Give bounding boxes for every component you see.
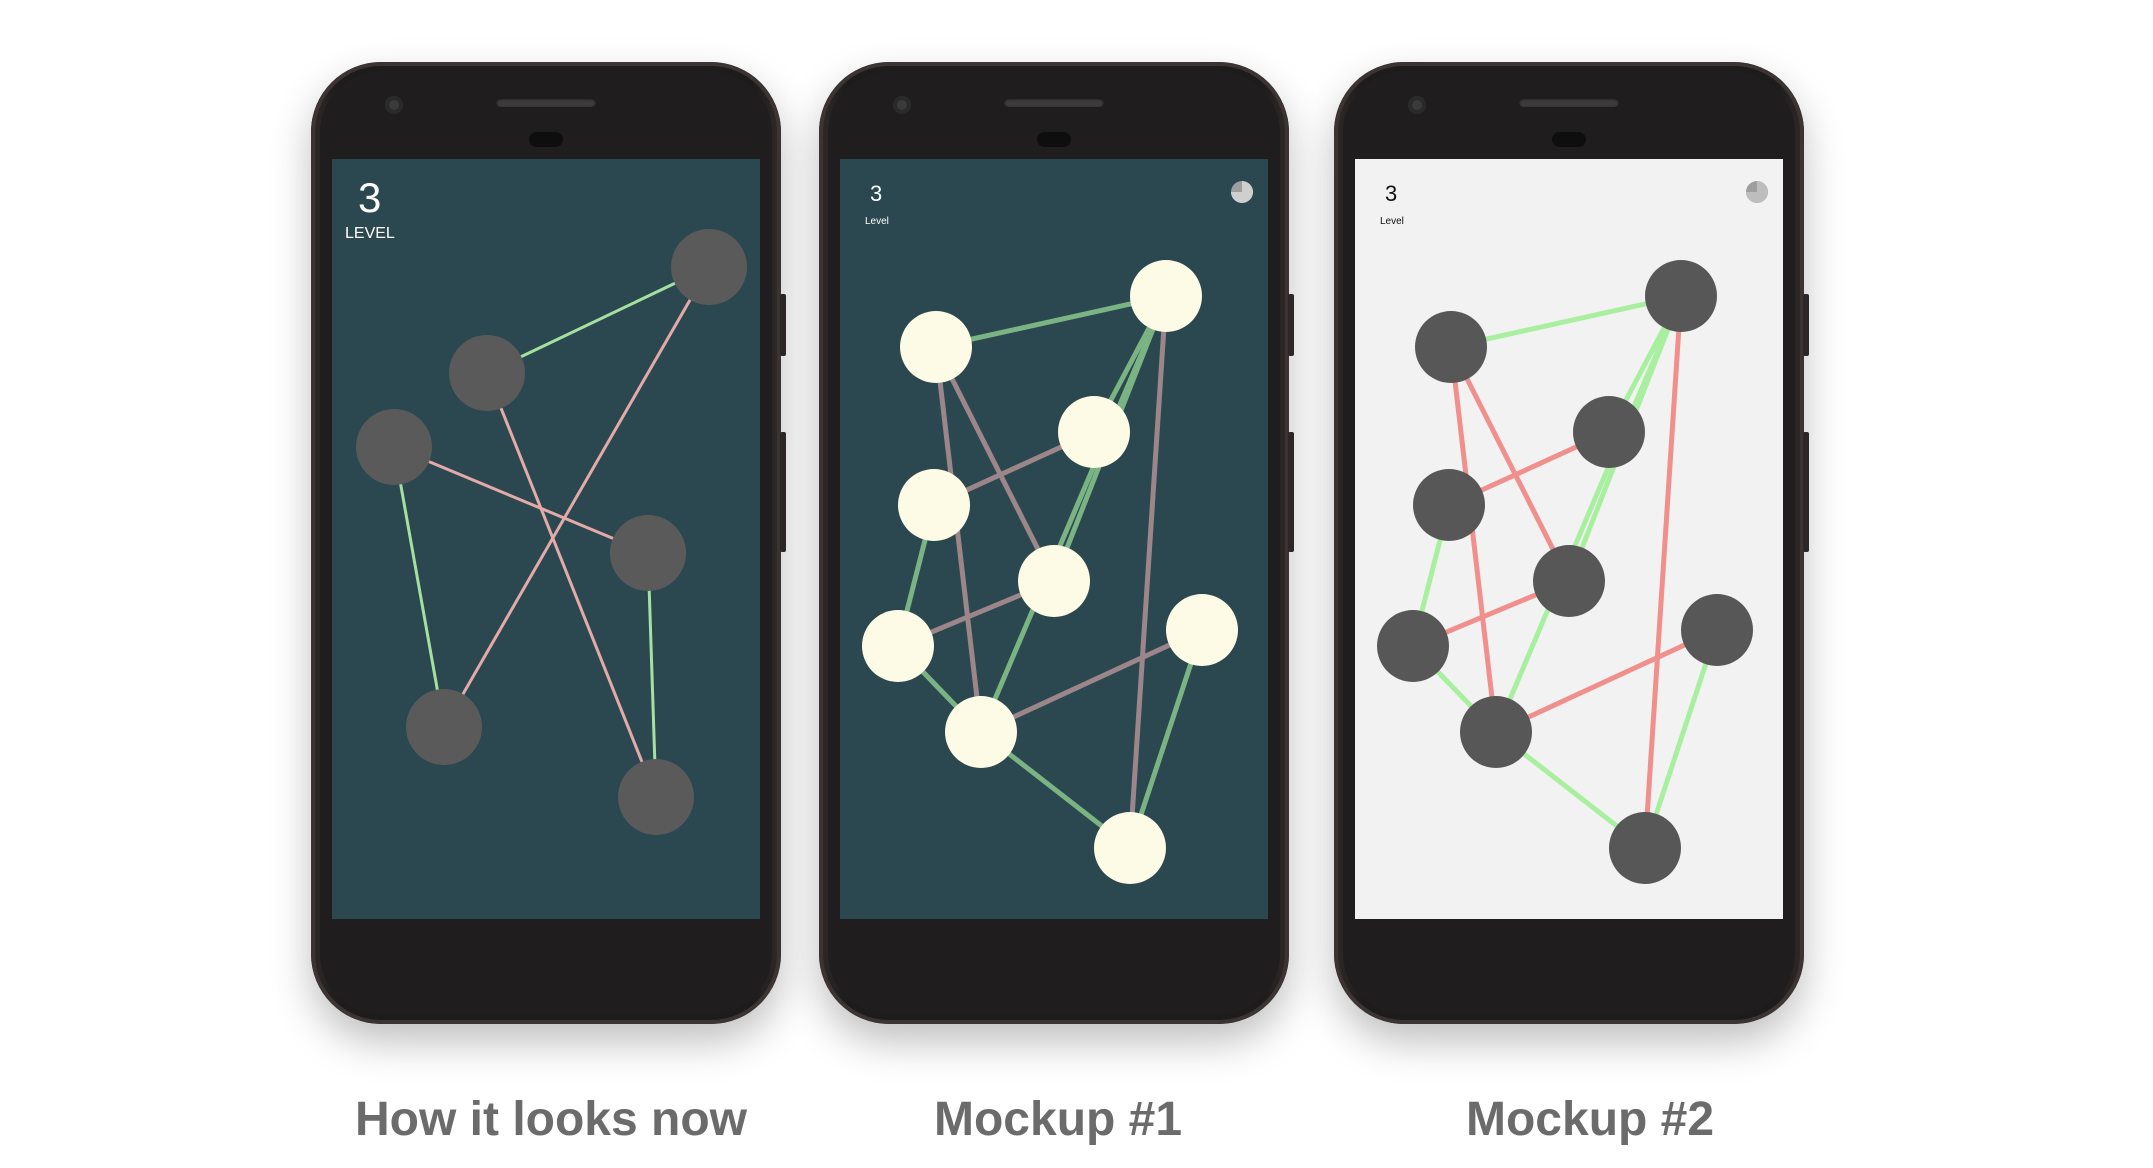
game-screen[interactable]: 3 LEVEL [332,159,760,919]
graph-edge-crossing [933,345,1057,583]
phone-current: 3 LEVEL [311,62,786,1024]
earpiece-speaker [1004,98,1104,107]
front-camera-icon [385,96,403,114]
graph-node[interactable] [449,335,525,411]
caption-mockup-1: Mockup #1 [934,1093,1183,1146]
game-screen[interactable]: 3 Level [1355,159,1783,919]
graph-node[interactable] [1377,610,1449,682]
graph-edge-crossing [979,627,1204,735]
graph-node[interactable] [1460,696,1532,768]
graph-node[interactable] [945,696,1017,768]
graph-edge-crossing [1494,627,1719,735]
level-number: 3 [870,181,883,206]
phone-side-button [1288,432,1294,552]
graph-edge-crossing [1127,295,1169,849]
graph-edge-crossing [1642,295,1684,849]
graph-edge [1642,629,1720,849]
graph-node[interactable] [862,610,934,682]
caption-mockup-2: Mockup #2 [1466,1093,1715,1146]
timer-pie-icon [1746,181,1768,203]
proximity-sensor [529,132,563,147]
front-camera-icon [893,96,911,114]
graph-edge-crossing [933,346,984,733]
graph-node[interactable] [671,229,747,305]
game-screen[interactable]: 3 Level [840,159,1268,919]
graph-node[interactable] [1018,545,1090,617]
graph-node[interactable] [1130,260,1202,332]
proximity-sensor [1037,132,1071,147]
graph-edge [935,293,1167,350]
graph-node[interactable] [1681,594,1753,666]
graph-edge-crossing [1448,345,1572,583]
graph-node[interactable] [356,409,432,485]
graph-canvas[interactable] [332,159,760,919]
graph-edge [646,552,658,798]
graph-canvas[interactable] [840,159,1268,919]
graph-node[interactable] [406,689,482,765]
graph-node[interactable] [1645,260,1717,332]
level-label: Level [1380,216,1404,227]
graph-node[interactable] [1533,545,1605,617]
timer-pie-progress [1231,181,1253,203]
graph-edge [1450,293,1682,350]
proximity-sensor [1552,132,1586,147]
graph-edge-crossing [1448,346,1499,733]
phone-side-button [780,432,786,552]
phone-mockup-1: 3 Level [819,62,1294,1024]
caption-current: How it looks now [355,1093,747,1146]
phone-side-button [1288,294,1294,356]
graph-node[interactable] [1094,812,1166,884]
graph-edge [392,446,446,728]
graph-edge [1493,295,1684,733]
graph-canvas[interactable] [1355,159,1783,919]
phone-side-button [1803,294,1809,356]
level-label: Level [865,216,889,227]
level-number: 3 [358,174,382,221]
earpiece-speaker [1519,98,1619,107]
earpiece-speaker [496,98,596,107]
graph-edge [1127,629,1205,849]
graph-edge-crossing [393,445,649,555]
front-camera-icon [1408,96,1426,114]
graph-node[interactable] [618,759,694,835]
graph-node[interactable] [610,515,686,591]
graph-node[interactable] [898,469,970,541]
phone-side-button [1803,432,1809,552]
graph-edge-crossing [442,266,711,728]
graph-node[interactable] [1058,396,1130,468]
timer-pie-icon [1231,181,1253,203]
graph-edge-crossing [485,372,658,798]
graph-node[interactable] [1573,396,1645,468]
graph-node[interactable] [1166,594,1238,666]
graph-edge [978,295,1169,733]
timer-pie-progress [1746,181,1768,203]
graph-node[interactable] [1609,812,1681,884]
phone-mockup-2: 3 Level [1334,62,1809,1024]
graph-edge [486,265,710,375]
level-label: LEVEL [345,225,395,242]
graph-node[interactable] [1413,469,1485,541]
level-number: 3 [1385,181,1398,206]
phone-side-button [780,294,786,356]
graph-node[interactable] [1415,311,1487,383]
graph-node[interactable] [900,311,972,383]
